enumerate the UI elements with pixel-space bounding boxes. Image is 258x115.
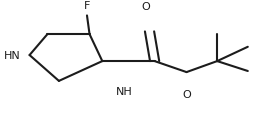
Text: HN: HN xyxy=(4,51,21,60)
Text: NH: NH xyxy=(116,86,132,96)
Text: F: F xyxy=(84,1,90,11)
Text: O: O xyxy=(182,89,191,99)
Text: O: O xyxy=(141,2,150,12)
